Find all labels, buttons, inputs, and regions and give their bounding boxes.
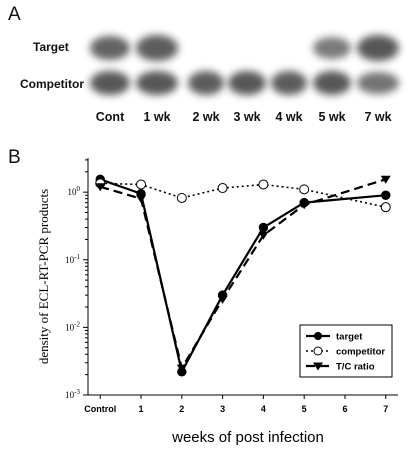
- x-tick-label: 3: [220, 404, 225, 414]
- y-axis-label: density of ECL-RT-PCR products: [36, 189, 51, 364]
- panel-b-letter: B: [8, 147, 21, 168]
- competitor-band: [188, 71, 224, 95]
- target-row-label: Target: [33, 40, 69, 54]
- data-point-competitor: [176, 192, 187, 203]
- data-point-tcratio: [299, 201, 310, 210]
- data-point-competitor: [258, 179, 269, 190]
- x-tick-label: 1: [139, 404, 144, 414]
- competitor-band: [228, 70, 266, 96]
- data-point-competitor: [217, 183, 228, 194]
- lane-label: 1 wk: [143, 110, 171, 124]
- y-tick-label: 10-3: [65, 388, 80, 400]
- competitor-band: [90, 70, 130, 96]
- target-band: [357, 35, 399, 61]
- competitor-row-label: Competitor: [20, 77, 84, 91]
- data-point-target: [258, 222, 269, 233]
- y-tick-label: 100: [68, 185, 81, 197]
- legend-marker-tcratio: [313, 362, 323, 371]
- x-tick-label: Control: [84, 404, 116, 414]
- data-point-tcratio: [380, 175, 391, 184]
- data-point-competitor: [136, 179, 147, 190]
- y-tick-label: 10-1: [65, 253, 80, 265]
- target-band: [90, 35, 130, 61]
- target-band: [136, 35, 178, 61]
- x-tick-label: 2: [179, 404, 184, 414]
- x-tick-label: 5: [302, 404, 307, 414]
- target-band: [313, 37, 351, 59]
- lane-label: 2 wk: [192, 110, 220, 124]
- data-point-tcratio: [95, 183, 106, 192]
- data-point-tcratio: [176, 364, 187, 373]
- lane-label: 4 wk: [275, 110, 303, 124]
- competitor-band: [271, 71, 307, 95]
- competitor-band: [357, 72, 399, 94]
- legend-marker-competitor: [313, 346, 323, 356]
- data-point-tcratio: [217, 295, 228, 304]
- x-axis-label: weeks of post infection: [171, 429, 324, 446]
- panel-a-letter: A: [8, 4, 21, 25]
- data-point-competitor: [380, 202, 391, 213]
- x-tick-label: 4: [261, 404, 266, 414]
- data-point-tcratio: [136, 195, 147, 204]
- lane-label: 5 wk: [318, 110, 346, 124]
- legend-label-tcratio: T/C ratio: [336, 362, 375, 373]
- lane-label: 3 wk: [233, 110, 261, 124]
- data-point-target: [381, 190, 391, 200]
- y-tick-label: 10-2: [65, 320, 80, 332]
- competitor-band: [136, 70, 178, 96]
- legend-label-competitor: competitor: [336, 347, 385, 358]
- lane-label: Cont: [95, 110, 125, 124]
- x-tick-label: 6: [342, 404, 347, 414]
- competitor-band: [313, 70, 351, 96]
- legend-marker-target: [314, 332, 322, 340]
- legend-label-target: target: [336, 332, 363, 343]
- data-point-tcratio: [258, 231, 269, 240]
- x-tick-label: 7: [383, 404, 388, 414]
- lane-label: 7 wk: [364, 110, 392, 124]
- data-point-competitor: [299, 184, 310, 195]
